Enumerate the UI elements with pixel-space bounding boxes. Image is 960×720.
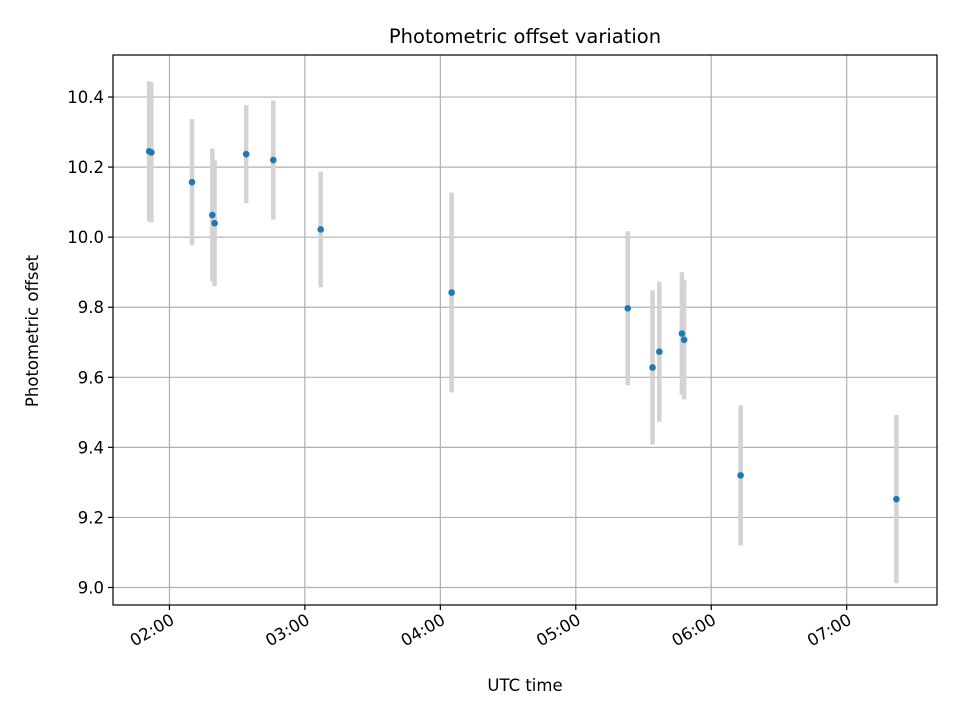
y-tick-label: 9.8 bbox=[78, 298, 104, 317]
grid-layer bbox=[113, 55, 937, 605]
data-point bbox=[148, 149, 155, 156]
data-point bbox=[678, 330, 686, 337]
x-tick-label: 02:00 bbox=[127, 610, 178, 650]
data-point bbox=[737, 472, 744, 479]
chart-title: Photometric offset variation bbox=[389, 25, 661, 48]
x-tick-label: 04:00 bbox=[398, 610, 449, 650]
y-axis-label: Photometric offset bbox=[23, 254, 42, 407]
tick-layer: 02:00 03:00 04:00 05:00 06:00 07:00 9.0 9.2 9.4 9… bbox=[67, 88, 854, 650]
data-point bbox=[242, 150, 250, 158]
y-tick-label: 9.0 bbox=[78, 578, 104, 597]
data-point bbox=[211, 219, 218, 227]
y-tick-label: 10.0 bbox=[67, 228, 104, 247]
data-points bbox=[145, 148, 900, 503]
data-point bbox=[680, 336, 688, 344]
plot-frame bbox=[112, 54, 938, 606]
y-tick-label: 9.4 bbox=[78, 438, 104, 457]
y-tick-label: 9.2 bbox=[78, 508, 104, 527]
y-tick-label: 9.6 bbox=[78, 368, 104, 387]
data-point bbox=[624, 304, 632, 312]
data-point bbox=[209, 211, 216, 219]
data-point bbox=[656, 348, 663, 356]
y-tick-label: 10.2 bbox=[67, 158, 104, 177]
data-point bbox=[893, 495, 900, 503]
data-point bbox=[649, 364, 656, 371]
data-point bbox=[188, 178, 196, 186]
data-point bbox=[269, 156, 277, 164]
x-tick-label: 06:00 bbox=[669, 610, 720, 650]
y-tick-label: 10.4 bbox=[67, 88, 104, 107]
x-tick-label: 07:00 bbox=[804, 610, 855, 650]
x-axis-label: UTC time bbox=[487, 676, 562, 695]
error-bars bbox=[146, 81, 899, 584]
x-tick-label: 03:00 bbox=[262, 610, 313, 650]
x-tick-label: 05:00 bbox=[533, 610, 584, 650]
data-point bbox=[448, 289, 455, 296]
data-point bbox=[317, 226, 324, 233]
